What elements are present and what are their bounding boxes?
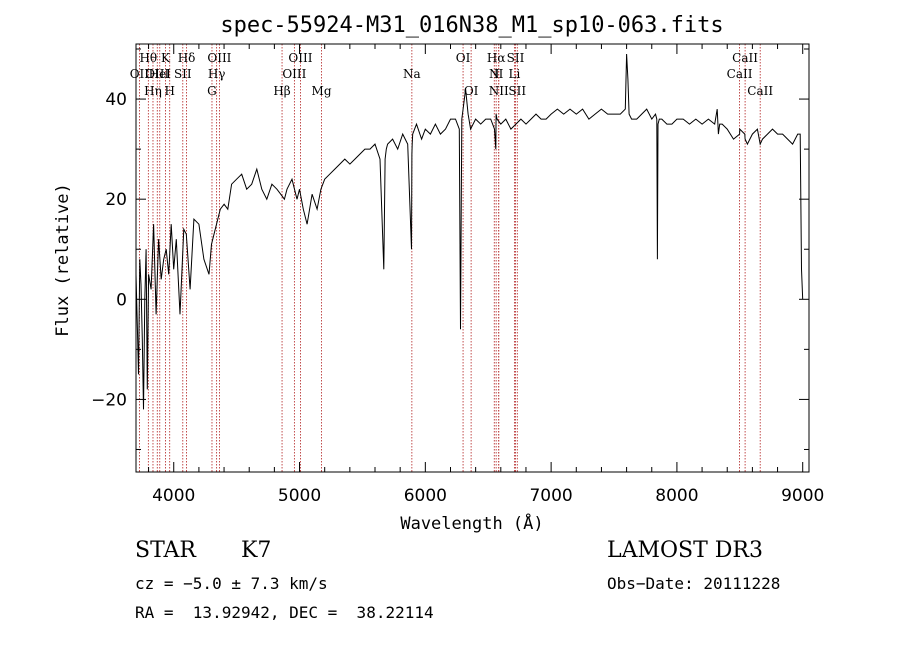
emission-line-label: HeI: [149, 67, 172, 81]
plot-frame: [135, 43, 810, 473]
tick-label: 20: [105, 190, 127, 210]
tick-label: 40: [105, 90, 127, 110]
emission-line-label: Mg: [312, 84, 332, 98]
emission-line-label: OIII: [288, 51, 312, 65]
x-axis-label: Wavelength (Å): [400, 512, 543, 534]
emission-line-label: Na: [403, 67, 421, 81]
tick-label: 0: [116, 290, 127, 310]
emission-line-label: OII: [130, 67, 150, 81]
emission-line-label: Hη: [144, 84, 162, 98]
emission-line-label: Hα: [487, 51, 506, 65]
emission-line-label: OIII: [207, 51, 231, 65]
emission-line-label: SII: [174, 67, 192, 81]
tick-label: 4000: [152, 486, 195, 506]
object-class: STAR: [135, 538, 196, 563]
y-axis-label: Flux (relative): [53, 183, 73, 337]
object-subclass: K7: [241, 538, 272, 563]
obs-date: Obs−Date: 20111228: [607, 574, 781, 593]
emission-line-label: OI: [456, 51, 471, 65]
emission-line-label: OIII: [145, 67, 169, 81]
emission-line-label: H: [164, 84, 174, 98]
tick-label: 8000: [655, 486, 698, 506]
emission-line-label: SII: [507, 51, 525, 65]
emission-line-label: CaII: [732, 51, 758, 65]
survey-name: LAMOST DR3: [607, 538, 763, 563]
emission-line-label: NII: [489, 84, 509, 98]
emission-line-label: N: [489, 67, 500, 81]
tick-label: 6000: [404, 486, 447, 506]
emission-line-label: Li: [508, 67, 520, 81]
emission-line-label: Hδ: [178, 51, 196, 65]
emission-line-labels: OIIHθOIIIHηHeIKHSIIHδGOIIIHγHβOIIIOIIIMg…: [130, 51, 774, 98]
emission-line-label: Hγ: [208, 67, 226, 81]
emission-line-label: CaII: [727, 67, 753, 81]
ra-dec: RA = 13.92942, DEC = 38.22114: [135, 603, 434, 622]
spectrum-line: [135, 53, 804, 410]
emission-line-label: CaII: [747, 84, 773, 98]
emission-line-label: Hθ: [139, 51, 157, 65]
emission-line-label: OIII: [282, 67, 306, 81]
emission-line-label: G: [207, 84, 217, 98]
tick-label: 7000: [529, 486, 572, 506]
emission-line-label: II: [494, 67, 504, 81]
emission-line-markers: [138, 44, 761, 472]
tick-label: −20: [91, 390, 127, 410]
emission-line-label: OI: [464, 84, 479, 98]
tick-label: 5000: [278, 486, 321, 506]
emission-line-label: Hβ: [273, 84, 290, 98]
emission-line-label: SII: [508, 84, 526, 98]
tick-label: 9000: [781, 486, 824, 506]
emission-line-label: K: [161, 51, 171, 65]
axis-ticks: 4000 5000 6000 7000 8000 9000 −20 0 20 40: [91, 44, 824, 506]
redshift-cz: cz = −5.0 ± 7.3 km/s: [135, 574, 328, 593]
chart-title: spec-55924-M31_016N38_M1_sp10-063.fits: [220, 13, 723, 38]
